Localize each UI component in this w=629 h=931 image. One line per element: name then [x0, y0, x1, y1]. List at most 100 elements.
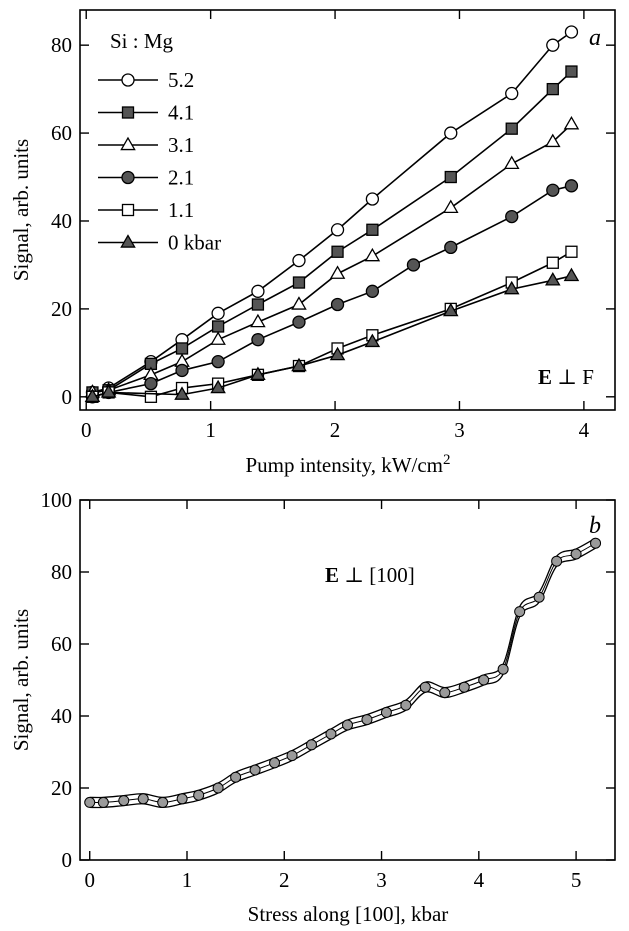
series-stress-point-21 [478, 674, 490, 686]
panel-a-x-tick-label-0: 0 [81, 418, 92, 442]
panel-a-y-tick-label-1: 20 [51, 297, 72, 321]
legend-entry-2: 3.1 [98, 133, 194, 157]
series-0-kbar-point-5 [291, 357, 307, 372]
panel-a-series [84, 25, 580, 404]
series-stress-point-8 [230, 771, 242, 783]
panel-b-frame [79, 499, 616, 861]
panel-a-annotation-bold: E [538, 365, 552, 389]
series-2-1-point-2 [144, 376, 158, 391]
series-stress-point-13 [325, 728, 337, 740]
panel-b-annotation: E ⊥ [100] [325, 563, 415, 587]
series-stress-point-10 [269, 757, 281, 769]
series-stress-point-22 [497, 663, 509, 675]
panel-a-frame [79, 9, 616, 411]
panel-a-x-tick-label-2: 2 [330, 418, 341, 442]
series-5-2-point-5 [251, 284, 265, 298]
series-0-kbar-point-3 [210, 379, 226, 394]
series-0-kbar [84, 267, 580, 403]
series-4-1-point-9 [444, 170, 457, 184]
series-4-1-point-12 [565, 65, 578, 78]
series-stress-point-7 [212, 782, 224, 794]
series-2-1-point-6 [292, 315, 306, 329]
series-4-1-point-7 [331, 245, 344, 258]
panel-a-annotation-rest: ⊥ F [552, 365, 594, 389]
series-stress-point-0 [84, 796, 96, 808]
panel-b-x-axis-label: Stress along [100], kbar [248, 902, 449, 926]
series-stress-point-5 [176, 793, 188, 805]
panel-b-x-tick-label-3: 3 [376, 868, 387, 892]
panel-a-letter: a [589, 25, 601, 51]
series-3-1-point-4 [210, 331, 226, 345]
series-3-1-point-9 [442, 199, 459, 214]
legend-entry-0-marker-point-0 [121, 73, 135, 87]
panel-b-x-tick-label-5: 5 [571, 868, 582, 892]
series-0-kbar-point-6 [329, 346, 346, 361]
panel-b-y-tick-label-4: 80 [51, 560, 72, 584]
legend-entry-3-label: 2.1 [168, 166, 194, 190]
series-3-1-point-7 [329, 265, 346, 279]
legend-entry-4-label: 1.1 [168, 198, 194, 222]
panel-a-x-axis-label-main: Pump intensity, kW/cm [245, 453, 443, 477]
series-stress-point-12 [306, 739, 318, 751]
series-0-kbar-point-9 [503, 280, 520, 295]
panel-b-series [84, 537, 602, 809]
series-3-1-point-6 [291, 296, 307, 310]
series-2-1-point-13 [564, 179, 579, 193]
series-5-2-point-9 [444, 126, 458, 140]
panel-b-y-tick-label-0: 0 [62, 848, 73, 872]
series-0-kbar-point-11 [563, 267, 580, 282]
series-3-1-point-10 [503, 155, 520, 170]
panel-b-y-tick-label-5: 100 [41, 488, 73, 512]
series-5-2-point-8 [365, 192, 380, 206]
series-2-1-point-10 [444, 240, 458, 255]
series-5-2-point-10 [505, 86, 519, 101]
series-2-1-point-5 [251, 333, 265, 347]
series-0-kbar-point-10 [545, 272, 561, 286]
series-stress-point-15 [361, 714, 373, 726]
series-0-kbar-line [92, 275, 572, 398]
series-4-1-point-3 [175, 342, 189, 355]
series-stress-point-16 [380, 706, 392, 718]
panel-b-y-axis-label: Signal, arb. units [9, 609, 33, 751]
series-0-kbar-point-2 [174, 386, 190, 400]
legend-entry-5-marker-point-0 [120, 234, 136, 248]
legend-entry-1-marker-point-0 [121, 106, 135, 119]
series-1-1-point-12 [565, 245, 578, 258]
series-4-1-point-4 [211, 320, 225, 333]
series-stress-point-19 [439, 687, 451, 699]
series-0-kbar-point-1 [100, 384, 117, 398]
panel-a-x-tick-label-1: 1 [205, 418, 216, 442]
series-5-2-line [92, 31, 572, 394]
panel-b-y-tick-label-1: 20 [51, 776, 72, 800]
legend-entry-5-label: 0 kbar [168, 231, 221, 255]
series-stress-point-14 [342, 719, 353, 731]
legend-entry-1: 4.1 [98, 101, 194, 125]
legend-entry-0-label: 5.2 [168, 68, 194, 92]
legend-entry-3-marker-point-0 [121, 170, 135, 185]
series-4-1-point-8 [366, 223, 379, 236]
series-5-2-point-7 [330, 223, 345, 237]
panel-b-axes: 0 1 2 3 4 5 0 20 40 60 80 100 [41, 488, 615, 892]
panel-b-x-tick-label-0: 0 [84, 868, 95, 892]
series-stress-point-17 [400, 699, 412, 711]
series-2-1-point-4 [211, 354, 225, 369]
panel-a-x-tick-label-4: 4 [579, 418, 590, 442]
panel-a-x-tick-label-3: 3 [454, 418, 465, 442]
panel-b-annotation-rest: ⊥ [100] [339, 563, 415, 587]
legend-entry-3: 2.1 [98, 166, 194, 190]
series-2-1-line [92, 185, 572, 398]
series-3-1-point-5 [250, 313, 266, 328]
series-stress-point-26 [570, 548, 582, 560]
series-stress-upper-band [89, 537, 596, 799]
series-stress-point-1 [97, 796, 109, 808]
panel-b-x-tick-label-1: 1 [182, 868, 193, 892]
series-5-2-point-4 [211, 306, 225, 320]
series-stress-point-11 [286, 750, 298, 762]
series-stress-point-27 [590, 537, 602, 549]
legend-entry-2-label: 3.1 [168, 133, 194, 157]
series-0-kbar-point-8 [442, 302, 459, 317]
series-stress-point-9 [249, 764, 261, 776]
panel-a-y-tick-label-4: 80 [51, 33, 72, 57]
panel-b-x-tick-label-4: 4 [474, 868, 485, 892]
